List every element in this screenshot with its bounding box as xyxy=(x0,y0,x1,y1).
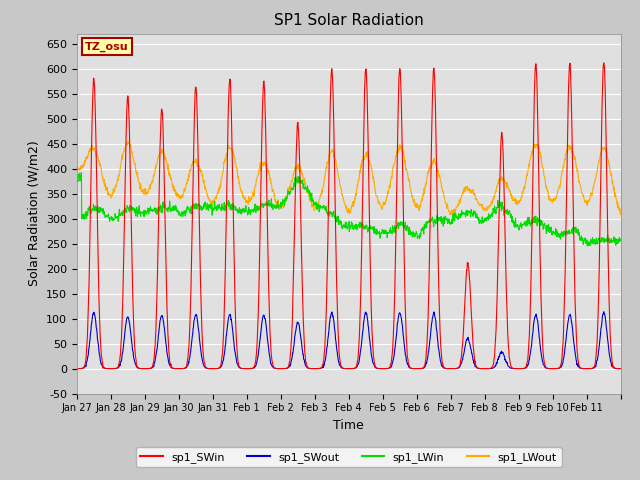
sp1_LWin xyxy=(335,221,342,227)
Legend: sp1_SWin, sp1_SWout, sp1_LWin, sp1_LWout: sp1_SWin, sp1_SWout, sp1_LWin, sp1_LWout xyxy=(136,447,561,467)
sp1_LWout xyxy=(324,156,332,162)
Line: sp1_SWout: sp1_SWout xyxy=(77,312,621,369)
sp1_SWin xyxy=(324,221,332,227)
Title: SP1 Solar Radiation: SP1 Solar Radiation xyxy=(274,13,424,28)
sp1_LWout xyxy=(73,166,81,171)
sp1_LWout xyxy=(617,210,625,216)
sp1_LWin xyxy=(77,170,85,176)
sp1_LWin xyxy=(73,176,81,181)
sp1_LWout xyxy=(557,174,565,180)
sp1_SWout xyxy=(611,365,618,371)
sp1_SWin xyxy=(610,365,618,371)
sp1_SWin xyxy=(335,334,342,339)
sp1_SWout xyxy=(324,335,332,341)
Y-axis label: Solar Radiation (W/m2): Solar Radiation (W/m2) xyxy=(28,141,40,287)
sp1_LWin xyxy=(583,243,591,249)
sp1_LWin xyxy=(324,210,332,216)
sp1_SWout xyxy=(158,312,166,318)
sp1_LWout xyxy=(477,203,485,208)
sp1_SWout xyxy=(557,364,564,370)
sp1_LWout xyxy=(335,175,342,180)
sp1_SWin xyxy=(158,107,166,112)
sp1_SWin xyxy=(557,363,564,369)
sp1_LWin xyxy=(557,231,564,237)
X-axis label: Time: Time xyxy=(333,419,364,432)
sp1_SWout xyxy=(481,366,489,372)
sp1_LWout xyxy=(448,212,456,217)
sp1_SWout xyxy=(335,358,342,363)
sp1_SWout xyxy=(73,366,81,372)
sp1_LWin xyxy=(158,204,166,209)
sp1_LWin xyxy=(611,240,618,245)
sp1_SWin xyxy=(600,60,607,66)
Line: sp1_LWout: sp1_LWout xyxy=(77,141,621,215)
Text: TZ_osu: TZ_osu xyxy=(85,42,129,52)
sp1_LWout xyxy=(158,146,166,152)
sp1_LWin xyxy=(617,236,625,242)
Line: sp1_LWin: sp1_LWin xyxy=(77,173,621,246)
sp1_SWout xyxy=(600,309,607,314)
sp1_SWin xyxy=(73,366,81,372)
sp1_SWin xyxy=(617,366,625,372)
sp1_LWin xyxy=(477,220,485,226)
sp1_SWin xyxy=(477,366,484,372)
sp1_LWout xyxy=(611,186,618,192)
sp1_LWout xyxy=(124,138,132,144)
sp1_SWout xyxy=(617,366,625,372)
sp1_SWout xyxy=(477,366,484,372)
Line: sp1_SWin: sp1_SWin xyxy=(77,63,621,369)
